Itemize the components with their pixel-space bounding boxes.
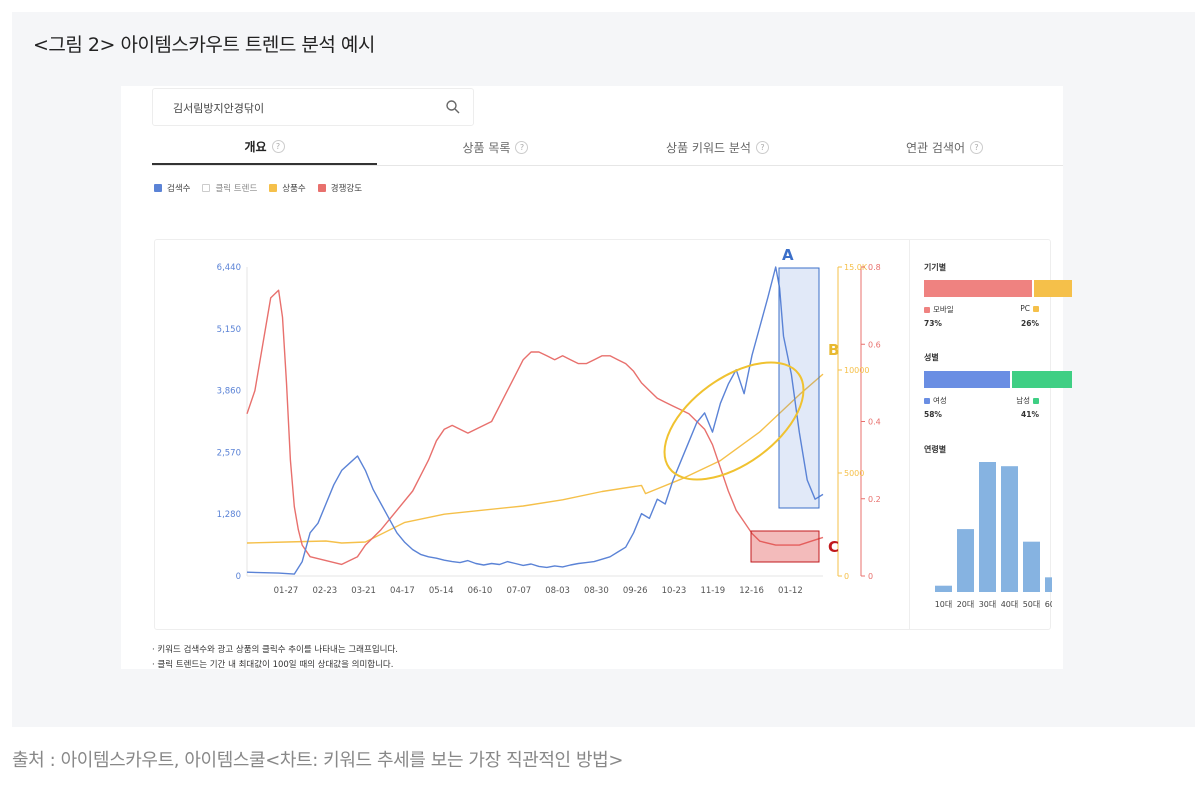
device-label-pc: PC (1020, 304, 1039, 313)
device-bar (924, 280, 1072, 297)
device-bar-mobile (924, 280, 1032, 297)
x-tick-label: 03-21 (351, 586, 376, 596)
annotation-c-label: C (828, 538, 839, 556)
itemscout-panel: 김서림방지안경닦이 개요? 상품 목록? 상품 키워드 분석? 연관 검색어? … (121, 86, 1072, 670)
x-tick-label: 09-26 (623, 586, 648, 596)
legend-item-searches[interactable]: 검색수 (154, 182, 190, 194)
legend-swatch (269, 184, 278, 192)
tab-overview[interactable]: 개요? (152, 130, 377, 165)
help-icon[interactable]: ? (271, 140, 285, 153)
age-bar (1045, 577, 1052, 592)
tab-product-list[interactable]: 상품 목록? (383, 130, 608, 165)
x-tick-label: 12-16 (739, 586, 764, 596)
figure-title: <그림 2> 아이템스카우트 트렌드 분석 예시 (33, 34, 375, 56)
x-tick-label: 04-17 (390, 586, 415, 596)
legend-item-products[interactable]: 상품수 (269, 182, 306, 194)
age-bar (1001, 466, 1018, 592)
age-tick-label: 40대 (1001, 600, 1019, 609)
search-icon[interactable] (445, 99, 461, 115)
y2-tick-label: 15.0K (844, 263, 868, 272)
tab-keyword-analysis[interactable]: 상품 키워드 분석? (605, 130, 830, 165)
y-tick-label: 5,150 (217, 325, 241, 335)
y2-tick-label: 0 (844, 572, 849, 581)
x-tick-label: 05-14 (429, 586, 454, 596)
age-bar (979, 462, 996, 592)
annotation-b-ellipse (663, 361, 805, 481)
age-tick-label: 30대 (979, 600, 997, 609)
y2-tick-label: 10000 (844, 366, 869, 375)
gender-pct-male: 41% (1021, 410, 1039, 419)
age-tick-label: 20대 (957, 600, 975, 609)
chart-legend: 검색수 클릭 트렌드 상품수 경쟁강도 (154, 182, 362, 194)
x-tick-label: 10-23 (662, 586, 687, 596)
annotation-a-label: A (782, 246, 794, 264)
breakdown-panel: 기기별 모바일 PC 73% 26% 성별 여성 남성 58% 41% 연령별 … (909, 240, 1072, 629)
legend-item-click-trend[interactable]: 클릭 트렌드 (202, 182, 257, 194)
x-tick-label: 08-03 (545, 586, 570, 596)
gender-pct-female: 58% (924, 410, 942, 419)
y2-tick-label: 5000 (844, 469, 864, 478)
x-tick-label: 07-07 (506, 586, 531, 596)
gender-title: 성별 (924, 353, 939, 362)
x-tick-label: 06-10 (468, 586, 493, 596)
x-tick-label: 08-30 (584, 586, 609, 596)
device-bar-pc (1033, 280, 1072, 297)
x-tick-label: 02-23 (312, 586, 337, 596)
annotation-c-box (750, 530, 820, 563)
gender-bar-female (924, 371, 1010, 388)
search-value: 김서림방지안경닦이 (173, 102, 265, 115)
x-tick-label: 01-27 (274, 586, 299, 596)
age-tick-label: 10대 (935, 600, 953, 609)
age-chart: 10대 20대 30대 40대 50대 60대 (935, 462, 1052, 609)
annotation-b-label: B (828, 341, 839, 359)
help-icon[interactable]: ? (970, 141, 983, 154)
age-bar (1023, 541, 1040, 592)
tab-related-keywords[interactable]: 연관 검색어? (832, 130, 1057, 165)
legend-swatch (317, 184, 326, 192)
age-title: 연령별 (924, 445, 947, 454)
y-tick-label: 6,440 (217, 263, 241, 273)
chart-notes: · 키워드 검색수와 광고 상품의 클릭수 추이를 나타내는 그래프입니다. ·… (152, 643, 398, 673)
note-line: · 키워드 검색수와 광고 상품의 클릭수 추이를 나타내는 그래프입니다. (152, 645, 398, 655)
y3-tick-label: 0 (868, 572, 873, 581)
age-bar (957, 529, 974, 592)
legend-item-competition[interactable]: 경쟁강도 (317, 182, 362, 194)
age-tick-label: 60대 (1045, 600, 1052, 609)
gender-bar-male (1011, 371, 1072, 388)
y-tick-label: 2,570 (217, 448, 241, 458)
y3-tick-label: 0.2 (868, 495, 881, 504)
y-tick-label: 1,280 (217, 510, 241, 520)
x-tick-label: 01-12 (778, 586, 803, 596)
x-tick-label: 11-19 (700, 586, 725, 596)
help-icon[interactable]: ? (515, 141, 529, 154)
series-line-searches (246, 266, 824, 575)
series-line-competition (246, 289, 824, 566)
y3-tick-label: 0.4 (868, 418, 881, 427)
series-line-products (246, 373, 824, 544)
legend-swatch (202, 184, 211, 192)
device-title: 기기별 (924, 263, 947, 272)
gender-bar (924, 371, 1072, 388)
figure-source: 출처 : 아이템스카우트, 아이템스쿨<차트: 키워드 추세를 보는 가장 직관… (12, 750, 624, 771)
gender-label-male: 남성 (1016, 395, 1039, 406)
trend-chart: 6,440 5,150 3,860 2,570 1,280 0 15.0K 10000 5000… (217, 246, 881, 596)
y-tick-label: 3,860 (217, 387, 241, 397)
device-label-mobile: 모바일 (924, 304, 954, 315)
gender-label-female: 여성 (924, 395, 947, 406)
y3-tick-label: 0.8 (868, 263, 881, 272)
device-pct-pc: 26% (1021, 319, 1039, 328)
device-pct-mobile: 73% (924, 319, 942, 328)
help-icon[interactable]: ? (755, 141, 769, 154)
tab-bar: 개요? 상품 목록? 상품 키워드 분석? 연관 검색어? (152, 130, 1063, 166)
y3-tick-label: 0.6 (868, 340, 881, 349)
age-tick-label: 50대 (1023, 600, 1041, 609)
chart-card: 6,440 5,150 3,860 2,570 1,280 0 15.0K 10000 5000… (154, 239, 1072, 630)
age-bar (935, 585, 952, 592)
y-tick-label: 0 (236, 572, 241, 582)
search-input[interactable]: 김서림방지안경닦이 (152, 88, 474, 126)
legend-swatch (154, 184, 162, 192)
note-line: · 클릭 트렌드는 기간 내 최대값이 100일 때의 상대값을 의미합니다. (152, 660, 394, 670)
annotation-a-box (778, 267, 820, 509)
